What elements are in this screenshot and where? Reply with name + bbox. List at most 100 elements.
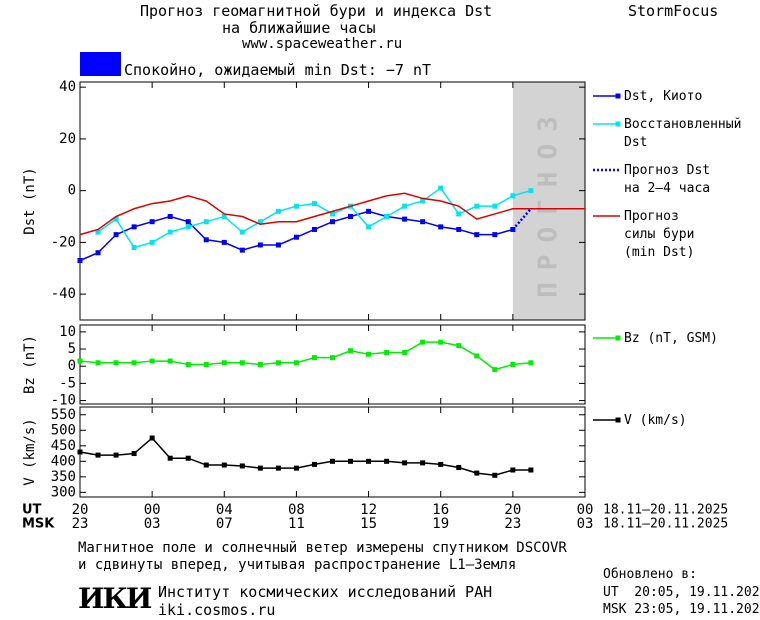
updated-msk: MSK 23:05, 19.11.2025	[603, 602, 760, 617]
marker	[131, 245, 137, 251]
marker	[77, 258, 83, 263]
marker	[402, 460, 408, 466]
marker	[402, 203, 408, 209]
marker	[510, 362, 516, 367]
marker	[221, 214, 227, 220]
marker	[167, 455, 173, 461]
y-tick-label: -5	[59, 375, 76, 391]
marker	[420, 198, 426, 204]
status-box	[80, 52, 121, 76]
marker	[438, 224, 444, 230]
marker	[330, 211, 335, 217]
marker	[257, 362, 263, 367]
marker	[348, 348, 354, 354]
marker	[275, 465, 281, 471]
y-axis-label: V (km/s)	[22, 418, 38, 485]
x-tick-label: 12	[360, 502, 377, 518]
marker	[149, 435, 155, 441]
x-tick-label-msk: 23	[504, 516, 521, 532]
marker	[131, 224, 137, 230]
marker	[384, 458, 390, 464]
marker	[474, 470, 480, 476]
url: www.spaceweather.ru	[242, 36, 403, 52]
marker	[438, 185, 444, 191]
marker	[492, 367, 498, 373]
marker	[311, 355, 317, 361]
marker	[492, 472, 498, 478]
legend-marker	[615, 417, 621, 423]
marker	[221, 462, 227, 468]
marker	[293, 234, 299, 240]
marker	[311, 201, 317, 207]
marker	[149, 219, 155, 225]
x-tick-label: 20	[72, 502, 89, 518]
x-tick-label: 04	[216, 502, 233, 518]
marker	[330, 219, 335, 225]
note: и сдвинуты вперед, учитывая распростране…	[78, 557, 517, 573]
x-tick-label-msk: 07	[216, 516, 233, 532]
marker	[149, 358, 155, 364]
subtitle: на ближайшие часы	[222, 19, 376, 37]
msk-range: 18.11–20.11.2025	[603, 517, 728, 532]
marker	[384, 214, 390, 220]
status-text: Спокойно, ожидаемый min Dst: −7 nT	[124, 61, 432, 79]
series-line	[79, 192, 585, 236]
marker	[185, 224, 191, 230]
y-tick-label: -10	[51, 393, 76, 409]
marker	[221, 239, 227, 245]
plot-frame	[79, 81, 586, 321]
marker	[293, 203, 299, 209]
logo: ИКИ	[78, 582, 152, 615]
legend-marker	[615, 93, 621, 99]
marker	[420, 339, 426, 345]
x-tick-label-msk: 23	[72, 516, 89, 532]
marker	[510, 193, 516, 199]
marker	[95, 250, 101, 256]
marker	[257, 242, 263, 248]
legend-marker	[615, 121, 621, 127]
y-tick-label: 0	[68, 358, 76, 374]
note: Магнитное поле и солнечный ветер измерен…	[78, 540, 567, 556]
x-tick-label: 16	[432, 502, 449, 518]
x-tick-label-msk: 19	[432, 516, 449, 532]
x-tick-label-msk: 15	[360, 516, 377, 532]
legend-label: Прогноз силы бури (min Dst)	[624, 209, 695, 260]
legend-label: Dst, Киото	[624, 89, 703, 104]
title: Прогноз геомагнитной бури и индекса Dst	[140, 2, 493, 20]
marker	[113, 232, 119, 238]
y-tick-label: 5	[68, 341, 76, 357]
marker	[113, 360, 119, 366]
marker	[528, 360, 534, 366]
marker	[239, 360, 245, 366]
marker	[185, 362, 191, 367]
msk-label: MSK	[22, 517, 55, 532]
marker	[293, 465, 299, 471]
marker	[149, 239, 155, 245]
marker	[402, 216, 408, 222]
marker	[167, 214, 173, 220]
marker	[275, 208, 281, 214]
series-line	[79, 436, 531, 477]
x-tick-label-msk: 11	[288, 516, 305, 532]
marker	[311, 461, 317, 467]
marker	[95, 360, 101, 366]
legend-label: Прогноз Dst на 2–4 часа	[624, 163, 711, 196]
forecast-region	[512, 82, 585, 320]
marker	[257, 465, 263, 471]
y-tick-label: 450	[51, 438, 76, 454]
marker	[366, 208, 372, 214]
legend-label: V (km/s)	[624, 413, 687, 428]
marker	[239, 463, 245, 469]
marker	[203, 219, 209, 225]
marker	[528, 188, 534, 194]
marker	[402, 349, 408, 355]
y-axis-label: Dst (nT)	[22, 167, 38, 234]
marker	[239, 229, 245, 235]
marker	[348, 214, 354, 220]
marker	[438, 461, 444, 467]
y-tick-label: 300	[51, 484, 76, 500]
forecast-label: ПРОГНОЗ	[533, 104, 563, 298]
marker	[293, 360, 299, 366]
series-line	[79, 341, 531, 371]
